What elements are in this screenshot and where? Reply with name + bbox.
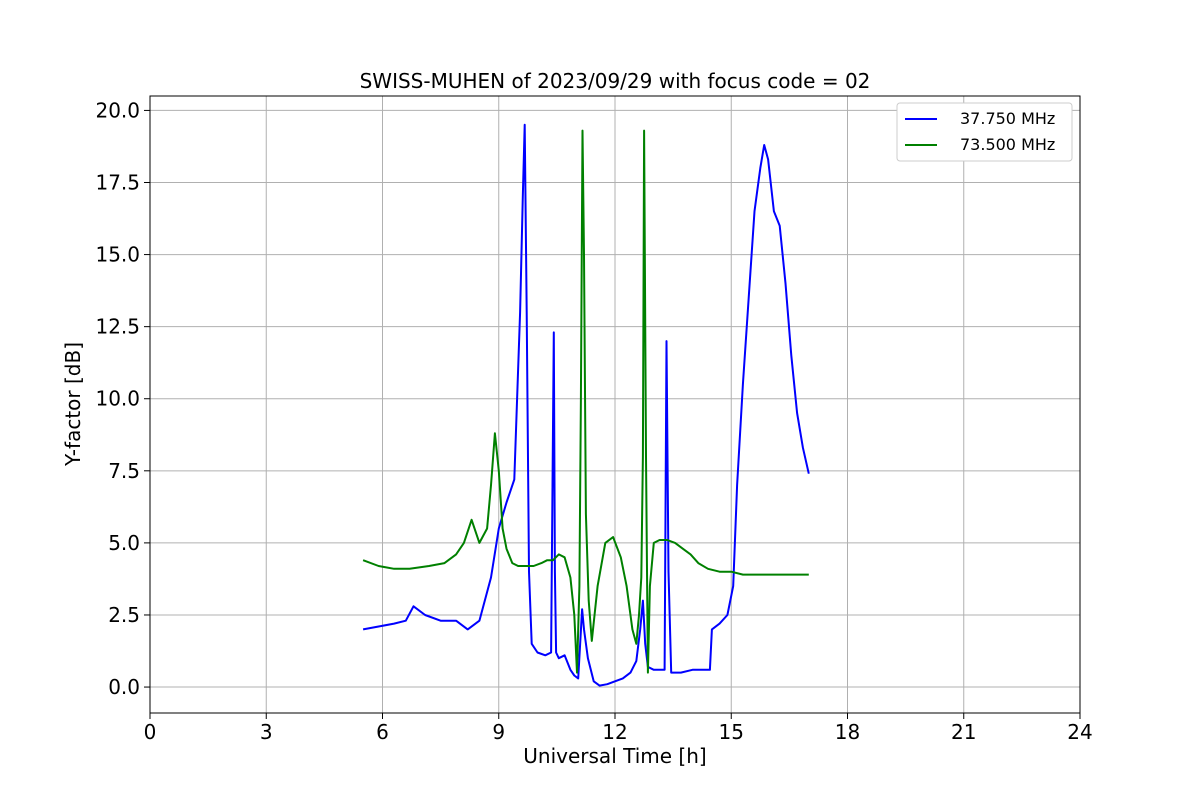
chart-title: SWISS-MUHEN of 2023/09/29 with focus cod… bbox=[360, 69, 871, 93]
y-tick-label: 15.0 bbox=[95, 243, 140, 267]
y-tick-label: 5.0 bbox=[108, 531, 140, 555]
series-line-0 bbox=[362, 123, 810, 687]
x-tick-label: 12 bbox=[602, 720, 627, 744]
series-line-1 bbox=[362, 129, 809, 674]
x-tick-label: 3 bbox=[260, 720, 273, 744]
x-tick-label: 15 bbox=[719, 720, 744, 744]
y-tick-label: 20.0 bbox=[95, 98, 140, 122]
y-tick-label: 12.5 bbox=[95, 315, 140, 339]
x-tick-label: 6 bbox=[376, 720, 389, 744]
x-tick-label: 18 bbox=[835, 720, 860, 744]
x-axis-label: Universal Time [h] bbox=[523, 744, 706, 768]
y-axis-label: Y-factor [dB] bbox=[61, 342, 85, 467]
legend: 37.750 MHz 73.500 MHz bbox=[896, 102, 1073, 162]
y-axis-ticks: 0.0 2.5 5.0 7.5 10.0 12.5 15.0 17.5 20.0 bbox=[95, 98, 150, 699]
y-tick-label: 7.5 bbox=[108, 459, 140, 483]
legend-label-73500: 73.500 MHz bbox=[960, 135, 1055, 154]
x-tick-label: 9 bbox=[492, 720, 505, 744]
y-tick-label: 0.0 bbox=[108, 675, 140, 699]
x-tick-label: 21 bbox=[951, 720, 976, 744]
x-tick-label: 0 bbox=[144, 720, 157, 744]
x-axis-ticks: 0 3 6 9 12 15 18 21 24 bbox=[144, 713, 1093, 744]
x-tick-label: 24 bbox=[1067, 720, 1092, 744]
y-tick-label: 10.0 bbox=[95, 387, 140, 411]
series-lines bbox=[362, 123, 810, 687]
legend-box bbox=[896, 102, 1073, 162]
legend-label-37750: 37.750 MHz bbox=[960, 109, 1055, 128]
y-tick-label: 2.5 bbox=[108, 603, 140, 627]
y-tick-label: 17.5 bbox=[95, 170, 140, 194]
